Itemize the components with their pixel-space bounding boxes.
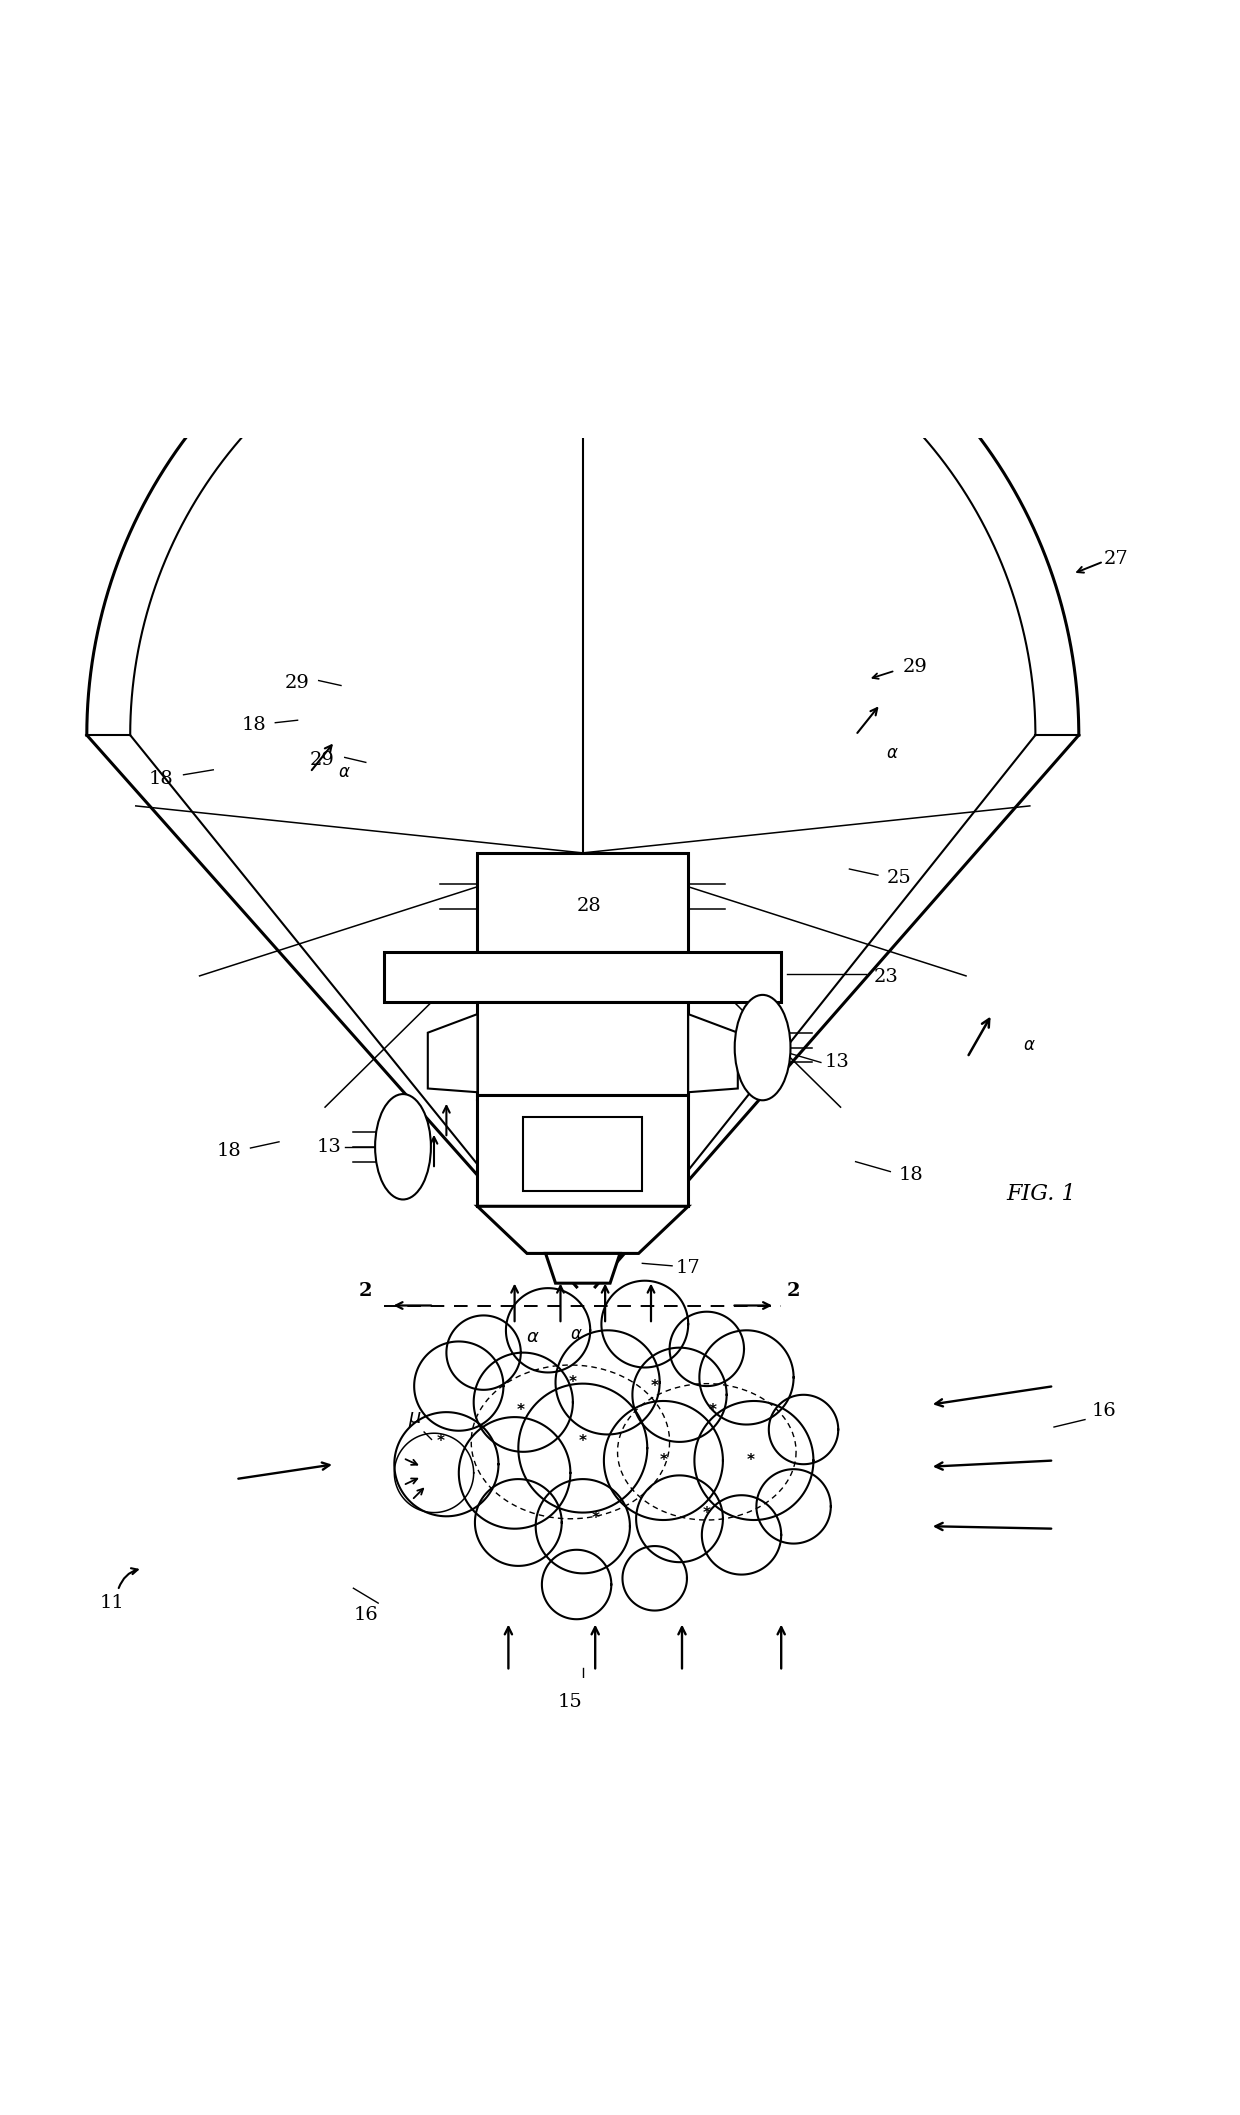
Text: $\alpha$: $\alpha$ bbox=[397, 1180, 409, 1197]
Text: 29: 29 bbox=[310, 751, 335, 770]
Text: 18: 18 bbox=[899, 1165, 924, 1184]
Text: 15: 15 bbox=[558, 1694, 583, 1711]
Ellipse shape bbox=[374, 1093, 430, 1199]
Text: $\alpha$: $\alpha$ bbox=[756, 1068, 769, 1085]
Bar bbox=[384, 952, 781, 1003]
Polygon shape bbox=[428, 1013, 477, 1091]
Bar bbox=[523, 1117, 642, 1191]
Text: *: * bbox=[579, 1434, 587, 1449]
Text: 16: 16 bbox=[353, 1607, 378, 1624]
Ellipse shape bbox=[734, 994, 791, 1100]
Text: $\alpha$: $\alpha$ bbox=[887, 744, 899, 761]
Text: 17: 17 bbox=[676, 1258, 701, 1277]
Text: $\alpha$: $\alpha$ bbox=[1023, 1036, 1035, 1053]
Text: 18: 18 bbox=[217, 1142, 242, 1159]
Text: FIG. 1: FIG. 1 bbox=[1007, 1182, 1076, 1206]
Text: $\alpha$: $\alpha$ bbox=[570, 1326, 583, 1343]
Text: 18: 18 bbox=[242, 717, 267, 734]
Text: 29: 29 bbox=[285, 675, 310, 692]
Text: *: * bbox=[591, 1512, 599, 1527]
Text: *: * bbox=[709, 1404, 717, 1419]
Bar bbox=[477, 1003, 688, 1096]
Text: *: * bbox=[436, 1434, 444, 1449]
Bar bbox=[477, 1096, 688, 1206]
Text: *: * bbox=[703, 1506, 711, 1521]
Text: *: * bbox=[569, 1375, 577, 1390]
Polygon shape bbox=[477, 1206, 688, 1254]
Text: $\alpha$: $\alpha$ bbox=[339, 764, 351, 780]
Bar bbox=[477, 852, 688, 952]
Text: $\mu$: $\mu$ bbox=[408, 1411, 423, 1430]
Polygon shape bbox=[688, 1013, 738, 1091]
Polygon shape bbox=[546, 1254, 620, 1284]
Text: 13: 13 bbox=[316, 1138, 341, 1155]
Text: *: * bbox=[660, 1453, 667, 1468]
Text: 13: 13 bbox=[825, 1053, 849, 1072]
Text: 18: 18 bbox=[149, 770, 174, 787]
Text: 25: 25 bbox=[887, 869, 911, 886]
Text: 11: 11 bbox=[99, 1595, 124, 1612]
Text: $\alpha$: $\alpha$ bbox=[409, 1134, 422, 1151]
Text: *: * bbox=[651, 1379, 658, 1394]
Text: $\alpha$: $\alpha$ bbox=[527, 1328, 539, 1345]
Text: 16: 16 bbox=[1091, 1402, 1116, 1419]
Text: 27: 27 bbox=[1104, 550, 1128, 569]
Text: *: * bbox=[746, 1453, 754, 1468]
Text: *: * bbox=[517, 1404, 525, 1419]
Text: 23: 23 bbox=[874, 969, 899, 986]
Text: 2: 2 bbox=[787, 1282, 800, 1299]
Text: 2: 2 bbox=[360, 1282, 372, 1299]
Text: 29: 29 bbox=[903, 658, 928, 677]
Text: 28: 28 bbox=[577, 897, 601, 916]
